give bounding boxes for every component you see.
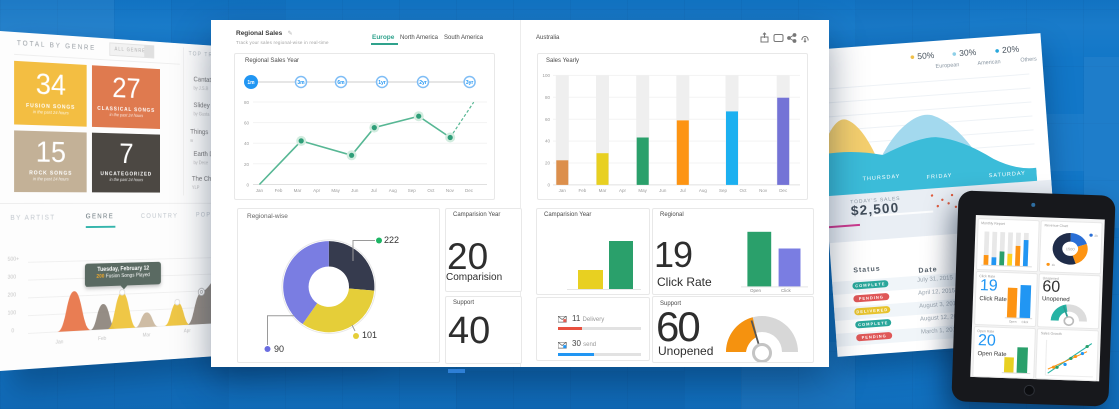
svg-text:Jun: Jun (351, 188, 359, 193)
svg-text:80: 80 (545, 95, 551, 100)
svg-text:Sep: Sep (408, 188, 417, 193)
svg-text:40: 40 (545, 139, 551, 144)
svg-text:3m: 3m (297, 80, 305, 86)
svg-text:60: 60 (545, 117, 551, 122)
svg-text:Aug: Aug (389, 188, 398, 193)
svg-text:40: 40 (244, 141, 250, 146)
svg-text:May: May (331, 188, 340, 193)
svg-text:May: May (638, 188, 647, 193)
svg-text:3yr: 3yr (466, 80, 474, 86)
svg-text:20: 20 (545, 161, 551, 166)
svg-text:20: 20 (244, 162, 250, 167)
svg-text:Jul: Jul (680, 188, 686, 193)
svg-text:Dec: Dec (465, 188, 474, 193)
svg-text:Feb: Feb (579, 188, 587, 193)
svg-text:Sep: Sep (719, 188, 728, 193)
svg-text:100: 100 (542, 73, 550, 78)
svg-text:Apr: Apr (619, 188, 627, 193)
svg-text:0: 0 (547, 183, 550, 188)
svg-text:1m: 1m (247, 80, 255, 86)
svg-text:Nov: Nov (446, 188, 455, 193)
svg-text:2k: 2k (1094, 234, 1098, 238)
svg-text:Apr: Apr (313, 188, 321, 193)
svg-text:Mar: Mar (599, 188, 607, 193)
svg-text:Jun: Jun (659, 188, 667, 193)
svg-text:1500: 1500 (1066, 247, 1075, 251)
svg-text:Mar: Mar (294, 188, 302, 193)
svg-text:6m: 6m (337, 80, 345, 86)
svg-text:Aug: Aug (699, 188, 708, 193)
svg-text:Jan: Jan (559, 188, 567, 193)
svg-text:Feb: Feb (275, 188, 283, 193)
svg-text:Click: Click (1021, 320, 1028, 324)
svg-text:1k: 1k (1051, 263, 1055, 267)
svg-text:Jul: Jul (371, 188, 377, 193)
svg-text:Oct: Oct (739, 188, 747, 193)
svg-text:60: 60 (244, 121, 250, 126)
svg-text:80: 80 (244, 100, 250, 105)
svg-text:0: 0 (246, 182, 249, 187)
svg-text:Dec: Dec (779, 188, 788, 193)
svg-text:Jan: Jan (256, 188, 264, 193)
svg-text:1yr: 1yr (378, 80, 386, 86)
svg-text:Open: Open (1008, 320, 1016, 324)
svg-text:Nov: Nov (759, 188, 768, 193)
svg-text:2yr: 2yr (419, 80, 427, 86)
svg-text:Oct: Oct (427, 188, 435, 193)
